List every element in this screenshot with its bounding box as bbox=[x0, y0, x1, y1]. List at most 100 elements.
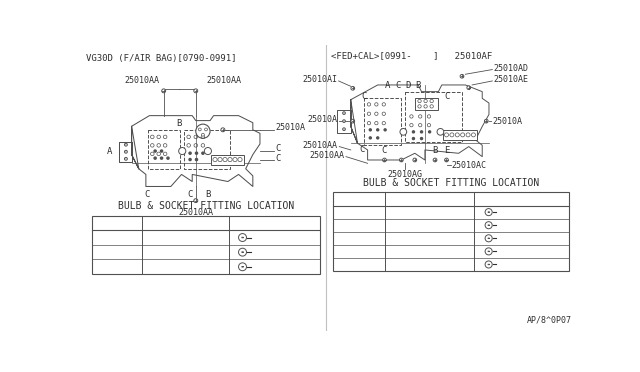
Text: B: B bbox=[356, 220, 362, 230]
Circle shape bbox=[450, 133, 454, 137]
Text: LOCATION: LOCATION bbox=[337, 195, 380, 203]
Text: C: C bbox=[276, 144, 281, 153]
Circle shape bbox=[195, 152, 198, 154]
Circle shape bbox=[433, 158, 437, 162]
Circle shape bbox=[202, 152, 204, 154]
Text: D: D bbox=[356, 246, 362, 256]
Text: —24860PC: —24860PC bbox=[524, 247, 564, 256]
Text: 25010AE: 25010AE bbox=[493, 75, 529, 84]
Text: B: B bbox=[177, 119, 182, 128]
Bar bbox=[211, 155, 244, 164]
Text: 14V-3.4W: 14V-3.4W bbox=[406, 233, 453, 243]
Text: C: C bbox=[145, 190, 150, 199]
Circle shape bbox=[461, 133, 465, 137]
Circle shape bbox=[218, 157, 222, 162]
Text: 25010AA: 25010AA bbox=[125, 77, 160, 86]
Text: 25010AA: 25010AA bbox=[302, 141, 337, 150]
Text: B: B bbox=[433, 145, 438, 155]
Circle shape bbox=[467, 86, 470, 90]
Text: —24860PA: —24860PA bbox=[524, 234, 564, 243]
Circle shape bbox=[125, 143, 127, 146]
Text: 25010AA: 25010AA bbox=[207, 77, 241, 86]
Circle shape bbox=[154, 150, 156, 152]
Text: A: A bbox=[114, 232, 120, 243]
Text: 25010AD: 25010AD bbox=[493, 64, 529, 73]
Text: —24860P: —24860P bbox=[276, 248, 311, 257]
Circle shape bbox=[189, 158, 191, 161]
Text: 25010AC: 25010AC bbox=[452, 161, 487, 170]
Text: CODE NO.: CODE NO. bbox=[500, 195, 543, 203]
Circle shape bbox=[418, 99, 421, 103]
Circle shape bbox=[238, 157, 242, 162]
Text: C: C bbox=[382, 145, 387, 155]
Circle shape bbox=[399, 158, 403, 162]
Circle shape bbox=[437, 128, 444, 135]
Circle shape bbox=[195, 158, 198, 161]
Text: E: E bbox=[356, 260, 362, 269]
Circle shape bbox=[412, 138, 415, 140]
Text: B: B bbox=[205, 190, 211, 199]
Text: C: C bbox=[356, 233, 362, 243]
Circle shape bbox=[420, 138, 422, 140]
Circle shape bbox=[466, 133, 470, 137]
Circle shape bbox=[430, 99, 433, 103]
Text: SPECIFI CATION: SPECIFI CATION bbox=[148, 218, 223, 227]
Text: 25010AA: 25010AA bbox=[179, 208, 213, 217]
Text: B: B bbox=[114, 247, 120, 257]
Circle shape bbox=[342, 112, 346, 115]
Text: 14V-1.4W: 14V-1.4W bbox=[406, 220, 453, 230]
Text: C: C bbox=[360, 145, 365, 154]
Circle shape bbox=[194, 199, 198, 203]
Circle shape bbox=[221, 128, 225, 132]
Text: C: C bbox=[396, 81, 401, 90]
Text: 14V-1.4W: 14V-1.4W bbox=[162, 247, 209, 257]
Text: C: C bbox=[188, 190, 193, 199]
Text: —24860P: —24860P bbox=[524, 221, 559, 230]
Circle shape bbox=[198, 128, 201, 131]
Circle shape bbox=[418, 105, 421, 108]
Text: D: D bbox=[405, 81, 411, 90]
Circle shape bbox=[460, 74, 464, 78]
Text: C: C bbox=[444, 92, 450, 101]
Circle shape bbox=[424, 99, 428, 103]
Text: 25010A: 25010A bbox=[307, 115, 337, 124]
Circle shape bbox=[196, 124, 210, 138]
Circle shape bbox=[154, 157, 156, 159]
Circle shape bbox=[202, 133, 204, 136]
Circle shape bbox=[420, 131, 422, 133]
Circle shape bbox=[472, 133, 476, 137]
Circle shape bbox=[213, 157, 217, 162]
Text: LOCATION: LOCATION bbox=[95, 218, 138, 227]
Text: 25010AI: 25010AI bbox=[302, 75, 337, 84]
Circle shape bbox=[424, 105, 428, 108]
Circle shape bbox=[444, 133, 449, 137]
Bar bbox=[415, 98, 438, 110]
Circle shape bbox=[204, 148, 211, 155]
Text: AP/8^0P07: AP/8^0P07 bbox=[526, 316, 572, 325]
Text: —25030M: —25030M bbox=[276, 233, 311, 242]
Circle shape bbox=[377, 137, 379, 139]
Circle shape bbox=[125, 151, 126, 152]
Text: —24860PD: —24860PD bbox=[524, 260, 564, 269]
Circle shape bbox=[125, 150, 127, 153]
Bar bbox=[364, 98, 401, 145]
Circle shape bbox=[162, 89, 166, 93]
Circle shape bbox=[342, 120, 346, 122]
Circle shape bbox=[233, 157, 237, 162]
Text: 14V-3.4W: 14V-3.4W bbox=[406, 207, 453, 217]
Circle shape bbox=[351, 86, 355, 90]
Text: E: E bbox=[444, 145, 449, 155]
Text: <FED+CAL>[0991-    ]   25010AF: <FED+CAL>[0991- ] 25010AF bbox=[331, 51, 492, 60]
Circle shape bbox=[161, 157, 163, 159]
Circle shape bbox=[205, 128, 207, 131]
Circle shape bbox=[125, 144, 126, 145]
Circle shape bbox=[383, 158, 387, 162]
Bar bbox=[184, 130, 230, 169]
Circle shape bbox=[413, 158, 417, 162]
Text: 14V-3.4W: 14V-3.4W bbox=[162, 232, 209, 243]
Circle shape bbox=[369, 137, 371, 139]
Text: A: A bbox=[385, 81, 390, 90]
Circle shape bbox=[342, 128, 346, 131]
Circle shape bbox=[384, 129, 386, 131]
Text: BULB & SOCKET FITTING LOCATION: BULB & SOCKET FITTING LOCATION bbox=[118, 201, 294, 211]
